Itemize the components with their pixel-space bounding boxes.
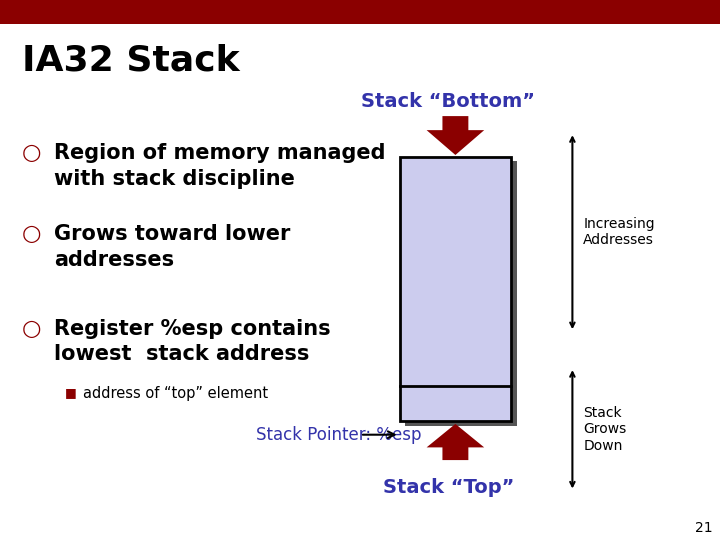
Text: IA32 Stack: IA32 Stack — [22, 43, 239, 77]
Text: 21: 21 — [696, 521, 713, 535]
Text: Stack Pointer: %esp: Stack Pointer: %esp — [256, 426, 421, 444]
Text: Carnegie Mellon: Carnegie Mellon — [608, 6, 709, 19]
Text: ○: ○ — [22, 224, 41, 244]
Text: Region of memory managed
with stack discipline: Region of memory managed with stack disc… — [54, 143, 385, 188]
Text: address of “top” element: address of “top” element — [83, 386, 268, 401]
Text: ○: ○ — [22, 319, 41, 339]
Polygon shape — [426, 116, 485, 155]
Text: Stack “Bottom”: Stack “Bottom” — [361, 92, 535, 111]
Text: ○: ○ — [22, 143, 41, 163]
Text: Register %esp contains
lowest  stack address: Register %esp contains lowest stack addr… — [54, 319, 330, 364]
Bar — [405, 161, 517, 426]
Text: ■: ■ — [65, 386, 76, 399]
Text: Stack
Grows
Down: Stack Grows Down — [583, 406, 626, 453]
Text: Grows toward lower
addresses: Grows toward lower addresses — [54, 224, 290, 269]
Text: Stack “Top”: Stack “Top” — [382, 478, 514, 497]
Polygon shape — [426, 424, 485, 460]
Bar — [400, 157, 511, 421]
Text: Increasing
Addresses: Increasing Addresses — [583, 217, 654, 247]
Bar — [0, 0, 720, 24]
